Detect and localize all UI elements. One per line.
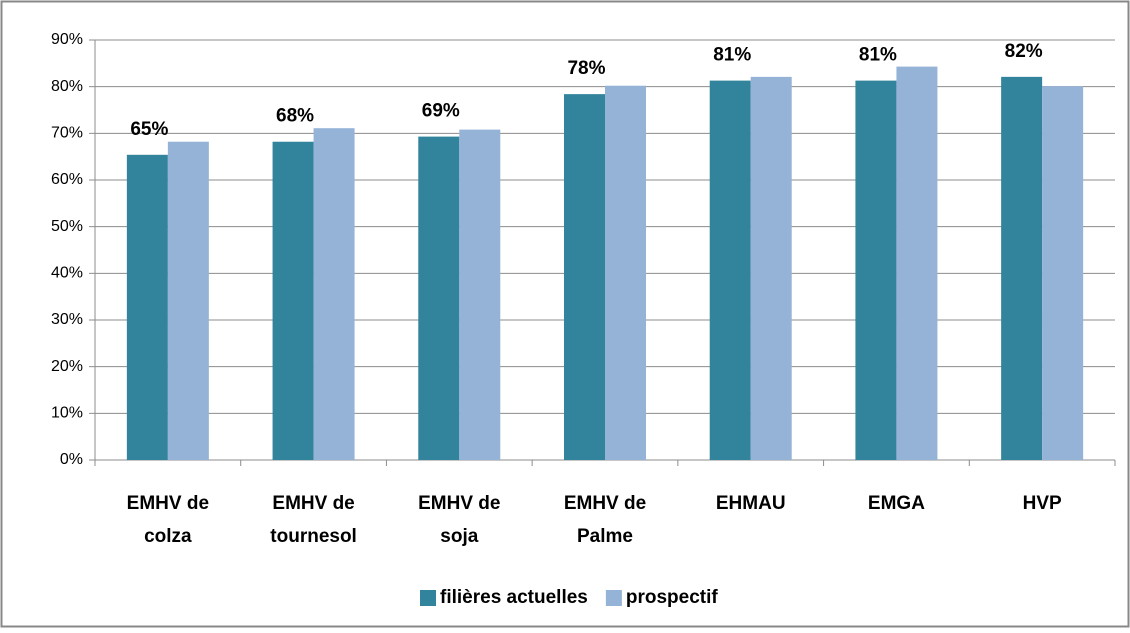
data-label: 82% — [1005, 41, 1043, 62]
bar — [272, 141, 314, 460]
bar — [167, 141, 209, 460]
legend-label: prospectif — [626, 587, 719, 608]
x-tick-label-line: EMGA — [868, 493, 925, 514]
bar — [855, 80, 897, 460]
x-tick-label: HVP — [1023, 493, 1062, 514]
x-tick-label-line: soja — [440, 526, 478, 547]
x-tick-label: EMHV de soja — [418, 493, 500, 547]
y-tick-label: 70% — [51, 125, 83, 142]
x-tick-label: EMHV de Palme — [564, 493, 646, 547]
legend-swatch — [420, 590, 436, 606]
data-label: 69% — [422, 101, 460, 122]
bar — [1001, 76, 1043, 460]
data-label: 81% — [713, 45, 751, 66]
x-tick-label-line: colza — [144, 526, 192, 547]
y-tick-label: 10% — [51, 405, 83, 422]
x-tick-label: EMHV de tournesol — [270, 493, 357, 547]
bar — [313, 128, 355, 460]
x-tick-label-line: EMHV de — [564, 493, 646, 514]
x-tick-label-line: Palme — [577, 526, 633, 547]
bar — [564, 94, 605, 460]
x-tick-label-line: tournesol — [270, 526, 357, 547]
y-tick-label: 40% — [51, 265, 83, 282]
y-tick-label: 20% — [51, 358, 83, 375]
y-tick-label: 80% — [51, 78, 83, 95]
y-tick-label: 60% — [51, 171, 83, 188]
legend-label: filières actuelles — [440, 587, 588, 608]
bar — [1042, 86, 1084, 460]
data-label: 81% — [859, 45, 897, 66]
x-tick-label-line: EHMAU — [716, 493, 786, 514]
bar — [459, 129, 501, 460]
x-tick-label-line: EMHV de — [418, 493, 500, 514]
x-tick-label: EMHV de colza — [127, 493, 209, 547]
bar — [126, 154, 168, 461]
bar — [750, 76, 792, 460]
x-tick-label: EMGA — [868, 493, 925, 514]
y-tick-label: 30% — [51, 311, 83, 328]
y-tick-label: 0% — [60, 451, 83, 468]
x-tick-label-line: HVP — [1023, 493, 1062, 514]
data-label: 78% — [567, 58, 605, 79]
bar — [709, 80, 751, 460]
bar — [605, 85, 646, 460]
data-label: 65% — [130, 119, 168, 140]
y-tick-label: 50% — [51, 218, 83, 235]
x-tick-label-line: EMHV de — [272, 493, 354, 514]
bar — [896, 66, 938, 460]
legend-swatch — [605, 590, 622, 606]
y-tick-label: 90% — [51, 31, 83, 48]
bar — [418, 136, 460, 460]
x-tick-label-line: EMHV de — [127, 493, 209, 514]
x-tick-label: EHMAU — [716, 493, 786, 514]
data-label: 68% — [276, 106, 314, 127]
